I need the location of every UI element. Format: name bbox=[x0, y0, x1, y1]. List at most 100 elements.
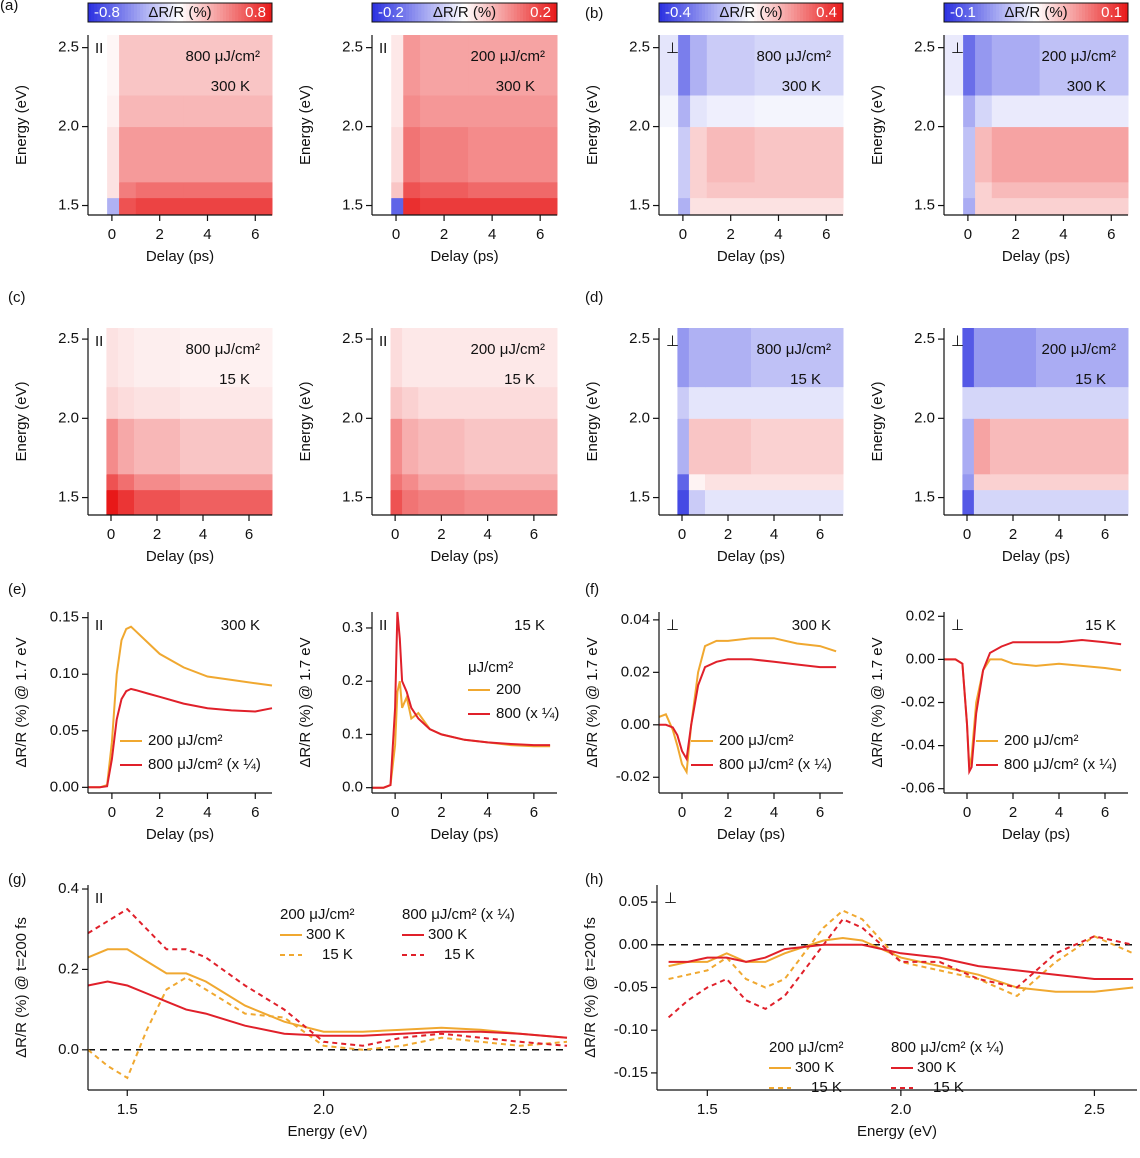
colorbar-swatch bbox=[436, 3, 441, 22]
colorbar-swatch bbox=[1057, 3, 1062, 22]
x-axis-label: Energy (eV) bbox=[857, 1123, 937, 1140]
colorbar-swatch bbox=[1014, 3, 1019, 22]
heatmap-cell bbox=[754, 181, 844, 199]
heatmap-cell bbox=[991, 126, 1041, 183]
colorbar-swatch bbox=[959, 3, 963, 22]
colorbar-swatch bbox=[1082, 3, 1086, 22]
y-tick-label: 2.0 bbox=[629, 118, 650, 135]
heatmap-cell bbox=[1039, 35, 1129, 96]
colorbar-swatch bbox=[968, 3, 973, 22]
colorbar-tick-label: 0.1 bbox=[1101, 4, 1122, 21]
panel-label: (c) bbox=[8, 289, 26, 306]
colorbar-swatch bbox=[486, 3, 490, 22]
x-tick-label: 2 bbox=[724, 804, 732, 821]
data-line bbox=[668, 909, 1134, 998]
heatmap-cell bbox=[975, 95, 993, 128]
x-tick-label: 2.0 bbox=[890, 1101, 911, 1118]
colorbar-swatch bbox=[103, 3, 107, 22]
annotation: ⊥ bbox=[666, 40, 679, 57]
x-tick-label: 6 bbox=[816, 804, 824, 821]
colorbar-frame bbox=[658, 2, 844, 23]
y-tick-label: 0.0 bbox=[58, 1041, 79, 1058]
colorbar-swatch bbox=[1124, 3, 1129, 22]
heatmap-cell bbox=[107, 197, 120, 216]
x-tick-label: 2 bbox=[1009, 804, 1017, 821]
heatmap-cell bbox=[751, 386, 844, 419]
y-tick-label: -0.02 bbox=[901, 693, 935, 710]
x-tick-label: 2 bbox=[724, 526, 732, 543]
colorbar-label: ΔR/R (%) bbox=[148, 4, 211, 21]
colorbar-swatch bbox=[424, 3, 428, 22]
legend-label: 800 μJ/cm² (x ¼) bbox=[719, 756, 832, 773]
heatmap-cell bbox=[135, 197, 185, 216]
x-axis-label: Delay (ps) bbox=[1002, 826, 1070, 843]
colorbar-swatch bbox=[680, 3, 685, 22]
annotation: 15 K bbox=[514, 617, 545, 634]
heatmap-cell bbox=[990, 489, 1037, 516]
heatmap-cell bbox=[117, 489, 135, 516]
heatmap-cell bbox=[1036, 418, 1129, 475]
colorbar-swatch bbox=[738, 3, 743, 22]
x-tick-label: 6 bbox=[251, 804, 259, 821]
x-tick-label: 4 bbox=[1055, 526, 1063, 543]
x-tick-label: 4 bbox=[203, 804, 211, 821]
colorbar-swatch bbox=[498, 3, 502, 22]
data-line bbox=[667, 917, 1134, 1019]
colorbar-swatch bbox=[1002, 3, 1006, 22]
heatmap-cell bbox=[390, 473, 403, 491]
y-tick-label: 0.02 bbox=[621, 663, 650, 680]
heatmap-cell bbox=[973, 473, 991, 491]
colorbar-swatch bbox=[705, 3, 709, 22]
annotation: 15 K bbox=[1075, 371, 1106, 388]
panel-label: (e) bbox=[8, 581, 26, 598]
heatmap-cell bbox=[420, 126, 469, 183]
colorbar-swatch bbox=[516, 3, 521, 22]
heatmap-cell bbox=[962, 418, 975, 475]
legend-label: 15 K bbox=[933, 1079, 964, 1096]
colorbar-swatch bbox=[818, 3, 823, 22]
heatmap-cell bbox=[659, 473, 678, 491]
colorbar-swatch bbox=[1039, 3, 1043, 22]
colorbar-swatch bbox=[717, 3, 721, 22]
colorbar-swatch bbox=[1078, 3, 1083, 22]
colorbar-swatch bbox=[183, 3, 187, 22]
x-axis-label: Delay (ps) bbox=[717, 826, 785, 843]
x-tick-label: 2 bbox=[1009, 526, 1017, 543]
y-axis-label: Energy (eV) bbox=[584, 85, 601, 165]
heatmap-cell bbox=[403, 197, 421, 216]
colorbar-swatch bbox=[683, 3, 688, 22]
data-line bbox=[372, 680, 551, 789]
heatmap-cell bbox=[117, 386, 135, 419]
colorbar-swatch bbox=[204, 3, 209, 22]
colorbar-swatch bbox=[467, 3, 472, 22]
heatmap-cell bbox=[754, 197, 844, 216]
x-tick-label: 0 bbox=[964, 226, 972, 243]
x-tick-label: 0 bbox=[391, 526, 399, 543]
x-tick-label: 2 bbox=[727, 226, 735, 243]
heatmap-cell bbox=[990, 386, 1037, 419]
heatmap-cell bbox=[135, 181, 185, 199]
panel-label: (d) bbox=[585, 289, 603, 306]
annotation: 800 μJ/cm² bbox=[757, 341, 832, 358]
y-tick-label: 2.5 bbox=[629, 330, 650, 347]
heatmap-cell bbox=[973, 418, 991, 475]
annotation: 200 μJ/cm² bbox=[1042, 341, 1117, 358]
heatmap-cell bbox=[106, 386, 119, 419]
heatmap-cell bbox=[1036, 386, 1129, 419]
colorbar-swatch bbox=[999, 3, 1003, 22]
colorbar-swatch bbox=[815, 3, 819, 22]
y-tick-label: 1.5 bbox=[58, 489, 79, 506]
colorbar-swatch bbox=[1051, 3, 1055, 22]
y-tick-label: 1.5 bbox=[342, 196, 363, 213]
colorbar-swatch bbox=[766, 3, 770, 22]
heatmap-cell bbox=[372, 197, 392, 216]
chart-panel: ⊥ 15 K 200 μJ/cm² 800 μJ/cm² (x ¼) 0 2 4 6 -0.06… bbox=[869, 607, 1128, 843]
colorbar-swatch bbox=[1045, 3, 1049, 22]
colorbar-swatch bbox=[170, 3, 175, 22]
y-tick-label: 0.04 bbox=[621, 611, 650, 628]
colorbar-swatch bbox=[790, 3, 795, 22]
colorbar-swatch bbox=[173, 3, 178, 22]
colorbar-swatch bbox=[238, 3, 242, 22]
colorbar-tick-label: -0.4 bbox=[665, 4, 691, 21]
colorbar-swatch bbox=[996, 3, 1000, 22]
